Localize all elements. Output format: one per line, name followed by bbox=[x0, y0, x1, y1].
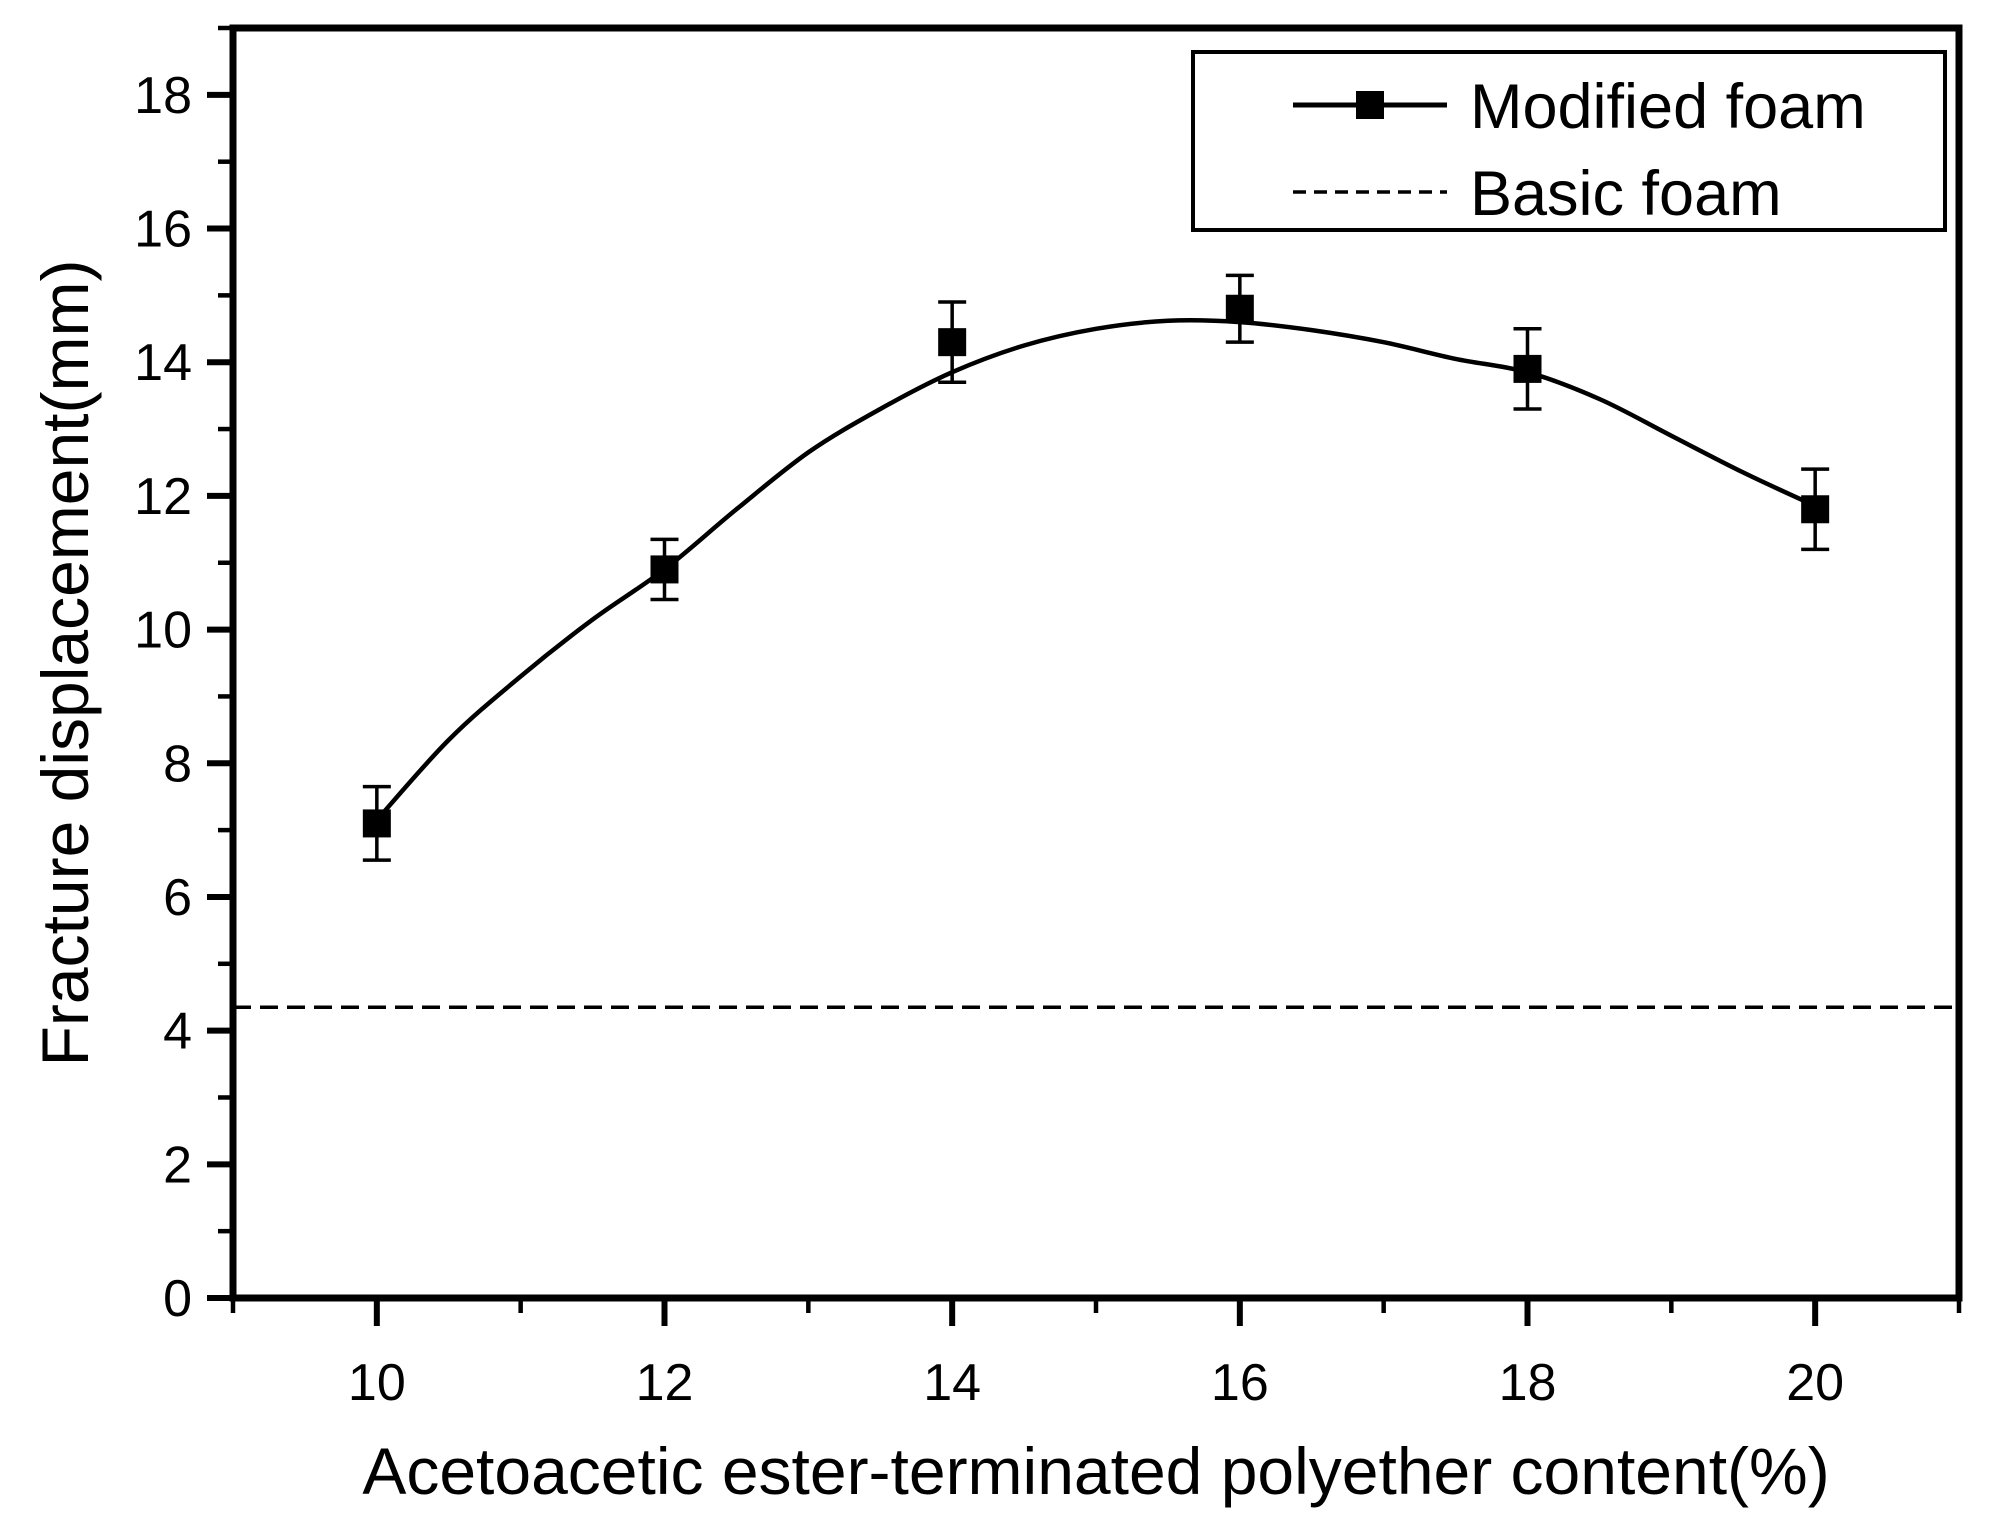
data-point-marker bbox=[938, 328, 967, 357]
x-tick-label: 18 bbox=[1499, 1354, 1557, 1412]
data-point-marker bbox=[650, 555, 679, 584]
y-tick-label: 6 bbox=[163, 869, 192, 927]
y-tick-label: 16 bbox=[134, 201, 192, 259]
y-tick-label: 18 bbox=[134, 67, 192, 125]
data-point-marker bbox=[1513, 354, 1542, 383]
x-axis-title: Acetoacetic ester-terminated polyether c… bbox=[362, 1434, 1829, 1508]
y-tick-label: 4 bbox=[163, 1003, 192, 1061]
x-tick-label: 16 bbox=[1211, 1354, 1269, 1412]
legend: Modified foam Basic foam bbox=[1191, 50, 1947, 232]
y-tick-label: 14 bbox=[134, 334, 192, 392]
x-tick-label: 14 bbox=[923, 1354, 981, 1412]
y-tick-label: 0 bbox=[163, 1270, 192, 1328]
legend-label-modified-foam: Modified foam bbox=[1470, 72, 1866, 142]
modified-foam-series bbox=[362, 273, 1830, 862]
legend-box bbox=[1191, 50, 1947, 232]
x-tick-label: 12 bbox=[636, 1354, 694, 1412]
y-axis-title: Fracture displacement(mm) bbox=[28, 260, 102, 1067]
legend-square-marker-icon bbox=[1356, 91, 1384, 119]
x-tick-label: 20 bbox=[1786, 1354, 1844, 1412]
y-tick-label: 8 bbox=[163, 735, 192, 793]
modified-foam-curve bbox=[374, 318, 1818, 823]
y-tick-label: 10 bbox=[134, 602, 192, 660]
y-tick-label: 2 bbox=[163, 1136, 192, 1194]
legend-label-basic-foam: Basic foam bbox=[1470, 159, 1782, 229]
x-tick-label: 10 bbox=[348, 1354, 406, 1412]
plot-border bbox=[229, 24, 1963, 1302]
data-point-marker bbox=[362, 809, 391, 838]
y-tick-label: 12 bbox=[134, 468, 192, 526]
data-point-marker bbox=[1225, 294, 1254, 323]
x-axis-ticks: 10 12 14 16 18 20 bbox=[230, 1298, 1962, 1412]
data-point-marker bbox=[1801, 495, 1830, 524]
y-axis-ticks: 0 2 4 6 8 10 12 14 16 18 bbox=[134, 25, 233, 1328]
